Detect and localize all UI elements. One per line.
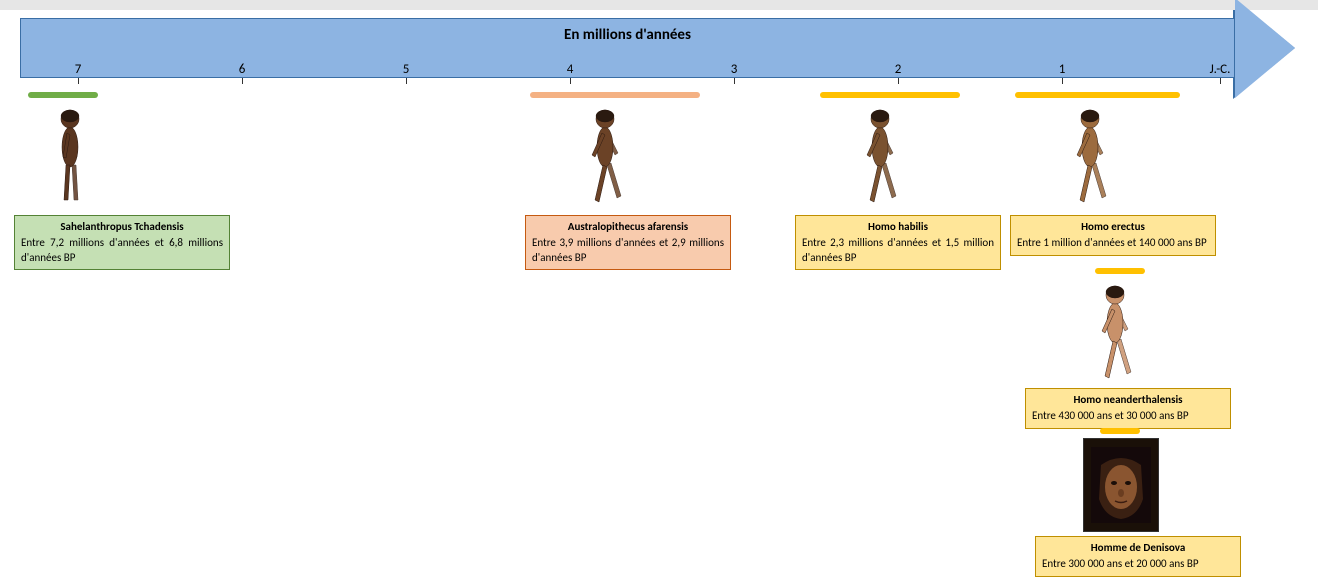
species-title: Sahelanthropus Tchadensis xyxy=(21,220,223,234)
timeline-title: En millions d'années xyxy=(20,26,1235,44)
tick-mark xyxy=(1220,78,1221,84)
era-bar-habilis xyxy=(820,92,960,98)
tick-label: 5 xyxy=(403,62,410,77)
tick-mark xyxy=(406,78,407,84)
species-title: Homo neanderthalensis xyxy=(1032,393,1224,407)
species-title: Homme de Denisova xyxy=(1042,541,1234,555)
species-range: Entre 3,9 millions d'années et 2,9 milli… xyxy=(532,236,724,263)
tick-mark xyxy=(734,78,735,84)
species-title: Australopithecus afarensis xyxy=(532,220,724,234)
info-box-sahelanthropus: Sahelanthropus Tchadensis Entre 7,2 milli… xyxy=(14,215,230,270)
hominid-figure-icon xyxy=(1065,100,1115,210)
tick-mark xyxy=(898,78,899,84)
species-title: Homo habilis xyxy=(802,220,994,234)
tick-label: 3 xyxy=(731,62,738,77)
hominid-figure-icon xyxy=(45,100,95,210)
hominid-figure-icon xyxy=(580,100,630,210)
species-range: Entre 2,3 millions d'années et 1,5 milli… xyxy=(802,236,994,263)
species-range: Entre 300 000 ans et 20 000 ans BP xyxy=(1042,557,1199,570)
tick-mark xyxy=(570,78,571,84)
hominid-face-icon xyxy=(1083,438,1159,532)
species-range: Entre 430 000 ans et 30 000 ans BP xyxy=(1032,409,1189,422)
tick-label: 4 xyxy=(567,62,574,77)
arrow-head-icon xyxy=(1235,0,1295,98)
tick-label: 6 xyxy=(239,62,246,77)
tick-label: 1 xyxy=(1059,62,1066,77)
hominid-figure-icon xyxy=(855,100,905,210)
tick-label: J.-C. xyxy=(1210,62,1231,77)
tick-mark xyxy=(242,78,243,84)
era-bar-australopithecus xyxy=(530,92,700,98)
timeline-arrow: En millions d'années 7 6 5 4 3 2 1 J.-C. xyxy=(20,18,1300,98)
era-bar-denisova xyxy=(1100,428,1140,434)
tick-mark xyxy=(1062,78,1063,84)
tick-mark xyxy=(78,78,79,84)
info-box-denisova: Homme de Denisova Entre 300 000 ans et 20… xyxy=(1035,536,1241,577)
info-box-erectus: Homo erectus Entre 1 million d'années et … xyxy=(1010,215,1216,256)
info-box-habilis: Homo habilis Entre 2,3 millions d'années … xyxy=(795,215,1001,270)
tick-label: 2 xyxy=(895,62,902,77)
era-bar-erectus xyxy=(1015,92,1180,98)
species-range: Entre 7,2 millions d'années et 6,8 milli… xyxy=(21,236,223,263)
era-bar-neanderthal xyxy=(1095,268,1145,274)
tick-label: 7 xyxy=(75,62,82,77)
hominid-figure-icon xyxy=(1090,276,1140,386)
info-box-australopithecus: Australopithecus afarensis Entre 3,9 mill… xyxy=(525,215,731,270)
window-topbar xyxy=(0,0,1318,10)
species-title: Homo erectus xyxy=(1017,220,1209,234)
species-range: Entre 1 million d'années et 140 000 ans … xyxy=(1017,236,1207,249)
info-box-neanderthal: Homo neanderthalensis Entre 430 000 ans e… xyxy=(1025,388,1231,429)
era-bar-sahelanthropus xyxy=(28,92,98,98)
